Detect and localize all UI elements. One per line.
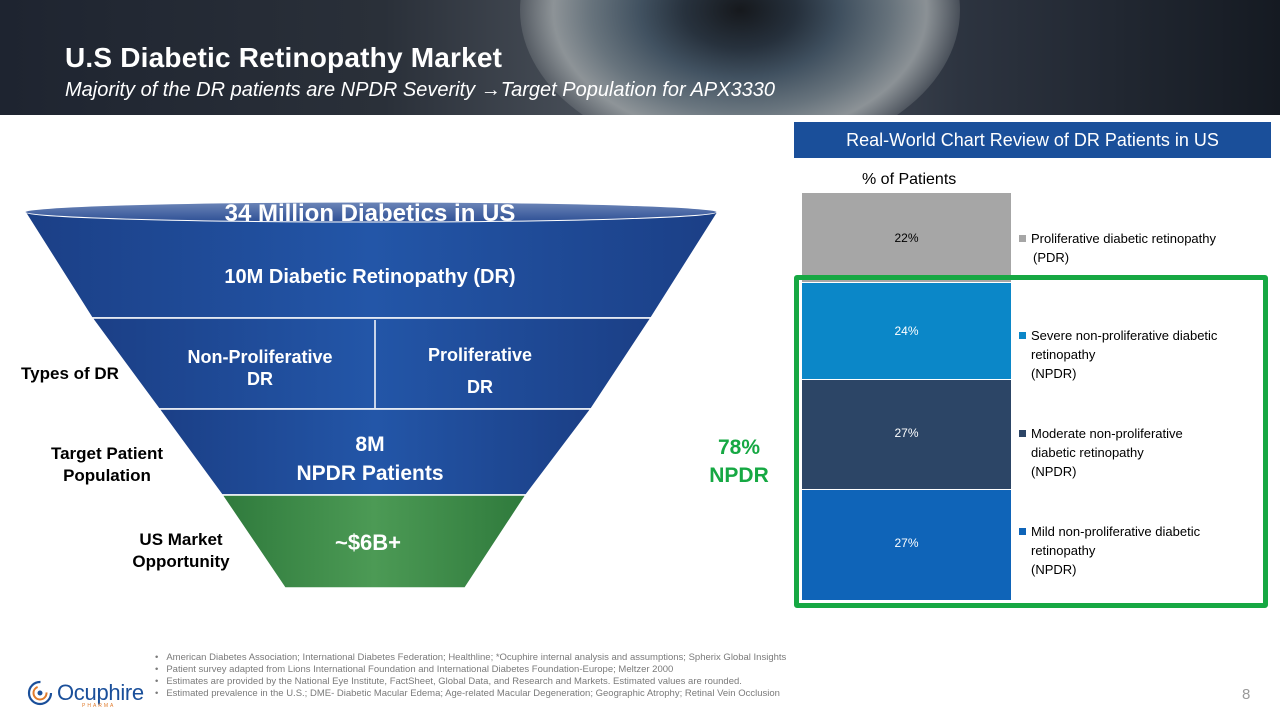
funnel-top-label: 34 Million Diabetics in US	[224, 200, 516, 227]
funnel-target-line1: 8M	[355, 433, 385, 456]
side-label-target-line2: Population	[63, 466, 151, 485]
legend-pdr-line1: Proliferative diabetic retinopathy	[1031, 231, 1216, 246]
legend-moderate-line3: (NPDR)	[1031, 464, 1077, 479]
npdr-callout-label: NPDR	[709, 464, 769, 487]
funnel-dr-label: 10M Diabetic Retinopathy (DR)	[224, 266, 516, 288]
footnotes: American Diabetes Association; Internati…	[155, 652, 786, 700]
legend-mild-line3: (NPDR)	[1031, 562, 1077, 577]
legend-severe: Severe non-proliferative diabetic retino…	[1019, 326, 1217, 383]
legend-swatch-pdr	[1019, 235, 1026, 243]
page-title: U.S Diabetic Retinopathy Market	[65, 42, 503, 73]
funnel-top-rim	[24, 201, 718, 223]
funnel-npdr-line1: Non-Proliferative	[187, 347, 333, 367]
legend-swatch-mild	[1019, 528, 1026, 536]
funnel-npdr-line2: DR	[247, 369, 273, 389]
legend-pdr-line2: (PDR)	[1033, 250, 1070, 265]
legend-severe-line2: retinopathy	[1031, 347, 1096, 362]
side-label-market-line2: Opportunity	[132, 552, 230, 571]
legend-moderate-line1: Moderate non-proliferative	[1031, 426, 1183, 441]
header-banner: U.S Diabetic Retinopathy Market Majority…	[0, 0, 1280, 115]
footnote: Estimates are provided by the National E…	[155, 676, 786, 688]
funnel-layer-market	[220, 494, 528, 589]
legend-moderate: Moderate non-proliferative diabetic reti…	[1019, 424, 1183, 481]
company-logo: Ocuphire	[27, 680, 144, 706]
bar-segment: 24%	[802, 282, 1011, 381]
logo-subtext: PHARMA	[82, 703, 116, 709]
side-label-target-line1: Target Patient	[50, 444, 164, 463]
npdr-callout-percent: 78%	[717, 436, 761, 459]
eye-background-image	[520, 0, 960, 115]
bar-segment-label: 22%	[894, 230, 919, 245]
npdr-highlight-box	[794, 275, 1268, 608]
legend-pdr: Proliferative diabetic retinopathy (PDR)	[1019, 229, 1216, 267]
side-label-types: Types of DR	[21, 364, 119, 383]
chart-axis-label: % of Patients	[862, 171, 957, 188]
funnel-pdr-label: Proliferative DR	[390, 339, 570, 403]
funnel-pdr-line1: Proliferative	[427, 345, 533, 365]
bar-segment: 27%	[802, 490, 1011, 600]
footnote: American Diabetes Association; Internati…	[155, 652, 786, 664]
legend-severe-line3: (NPDR)	[1031, 366, 1077, 381]
legend-severe-line1: Severe non-proliferative diabetic	[1031, 328, 1218, 343]
side-label-target: Target Patient Population	[36, 443, 178, 487]
legend-mild-line2: retinopathy	[1031, 543, 1096, 558]
funnel-market-label: ~$6B+	[334, 530, 402, 555]
ocuphire-logo-icon	[27, 680, 53, 706]
legend-moderate-line2: diabetic retinopathy	[1031, 445, 1144, 460]
legend-swatch-moderate	[1019, 430, 1026, 438]
bar-segment-label: 27%	[894, 536, 919, 551]
funnel-diagram	[23, 201, 720, 589]
page-subtitle: Majority of the DR patients are NPDR Sev…	[65, 79, 775, 101]
footnote: Estimated prevalence in the U.S.; DME- D…	[155, 688, 786, 700]
bar-segment-label: 27%	[894, 426, 919, 441]
legend-mild-line1: Mild non-proliferative diabetic	[1031, 524, 1201, 539]
legend-swatch-severe	[1019, 332, 1026, 340]
chart-header: Real-World Chart Review of DR Patients i…	[794, 122, 1271, 158]
funnel-target-label: 8M NPDR Patients	[240, 430, 500, 488]
bar-segment-label: 24%	[894, 323, 919, 338]
footnote: Patient survey adapted from Lions Intern…	[155, 664, 786, 676]
side-label-market: US Market Opportunity	[110, 529, 252, 573]
funnel-pdr-line2: DR	[467, 377, 493, 397]
bar-segment: 22%	[802, 193, 1011, 283]
page-number: 8	[1242, 686, 1251, 703]
logo-text: Ocuphire	[57, 680, 144, 705]
side-label-market-line1: US Market	[139, 530, 223, 549]
funnel-npdr-label: Non-Proliferative DR	[160, 346, 360, 390]
legend-mild: Mild non-proliferative diabetic retinopa…	[1019, 522, 1200, 579]
npdr-callout: 78% NPDR	[690, 434, 788, 490]
funnel-target-line2: NPDR Patients	[296, 462, 444, 485]
bar-segment: 27%	[802, 380, 1011, 491]
